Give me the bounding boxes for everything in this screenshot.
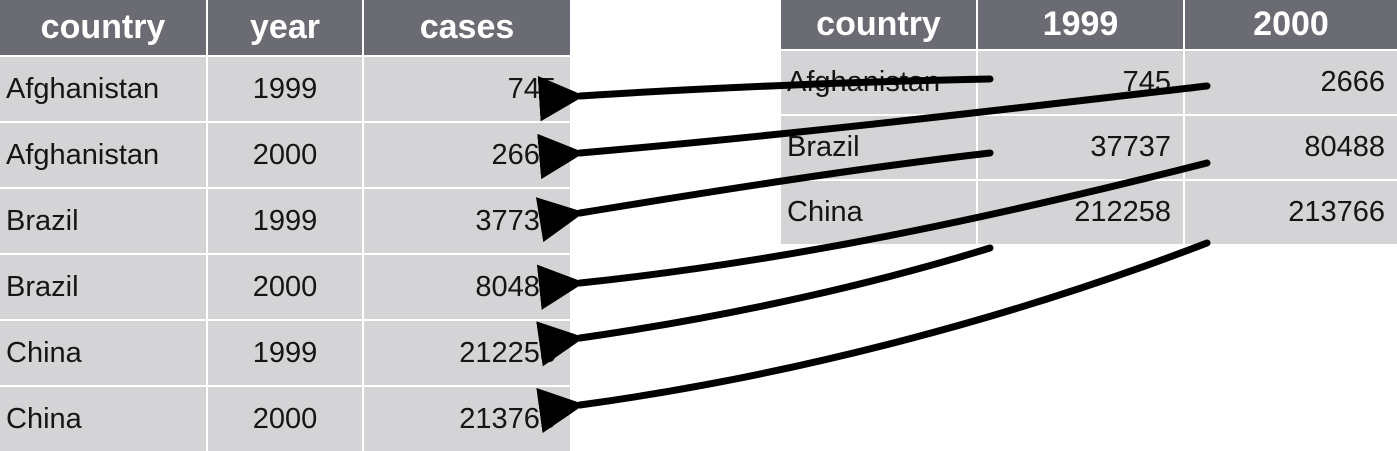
wide-cell-1999: 37737: [978, 114, 1185, 179]
wide-cell-country: China: [781, 179, 978, 244]
long-cell-cases: 212258: [364, 319, 570, 385]
arrow-china-1999: [536, 244, 994, 367]
wide-cell-2000: 80488: [1185, 114, 1397, 179]
table-row: China 1999 212258: [0, 319, 570, 385]
long-header-year: year: [208, 0, 364, 55]
table-row: China 2000 213766: [0, 385, 570, 451]
long-cell-cases: 2666: [364, 121, 570, 187]
arrow-china-2000: [536, 239, 1211, 434]
long-table-header-row: country year cases: [0, 0, 570, 55]
wide-cell-1999: 212258: [978, 179, 1185, 244]
wide-cell-1999: 745: [978, 49, 1185, 114]
table-row: Brazil 2000 80488: [0, 253, 570, 319]
wide-table-header-row: country 1999 2000: [781, 0, 1397, 49]
long-cell-year: 1999: [208, 55, 364, 121]
long-header-country: country: [0, 0, 208, 55]
table-row: Afghanistan 745 2666: [781, 49, 1397, 114]
wide-table: country 1999 2000 Afghanistan 745 2666 B…: [781, 0, 1397, 244]
long-cell-country: Brazil: [0, 253, 208, 319]
long-cell-country: Brazil: [0, 187, 208, 253]
table-row: Brazil 37737 80488: [781, 114, 1397, 179]
long-cell-country: Afghanistan: [0, 121, 208, 187]
table-row: Brazil 1999 37737: [0, 187, 570, 253]
long-cell-cases: 37737: [364, 187, 570, 253]
wide-cell-2000: 2666: [1185, 49, 1397, 114]
long-table: country year cases Afghanistan 1999 745 …: [0, 0, 570, 451]
wide-cell-2000: 213766: [1185, 179, 1397, 244]
table-row: China 212258 213766: [781, 179, 1397, 244]
table-row: Afghanistan 2000 2666: [0, 121, 570, 187]
long-cell-cases: 213766: [364, 385, 570, 451]
long-cell-cases: 745: [364, 55, 570, 121]
long-cell-country: China: [0, 385, 208, 451]
wide-header-country: country: [781, 0, 978, 49]
long-cell-country: Afghanistan: [0, 55, 208, 121]
long-cell-year: 2000: [208, 253, 364, 319]
wide-header-1999: 1999: [978, 0, 1185, 49]
wide-cell-country: Brazil: [781, 114, 978, 179]
table-row: Afghanistan 1999 745: [0, 55, 570, 121]
wide-cell-country: Afghanistan: [781, 49, 978, 114]
long-cell-year: 2000: [208, 385, 364, 451]
long-cell-year: 1999: [208, 187, 364, 253]
long-header-cases: cases: [364, 0, 570, 55]
long-cell-year: 2000: [208, 121, 364, 187]
wide-header-2000: 2000: [1185, 0, 1397, 49]
long-cell-country: China: [0, 319, 208, 385]
long-cell-year: 1999: [208, 319, 364, 385]
long-cell-cases: 80488: [364, 253, 570, 319]
